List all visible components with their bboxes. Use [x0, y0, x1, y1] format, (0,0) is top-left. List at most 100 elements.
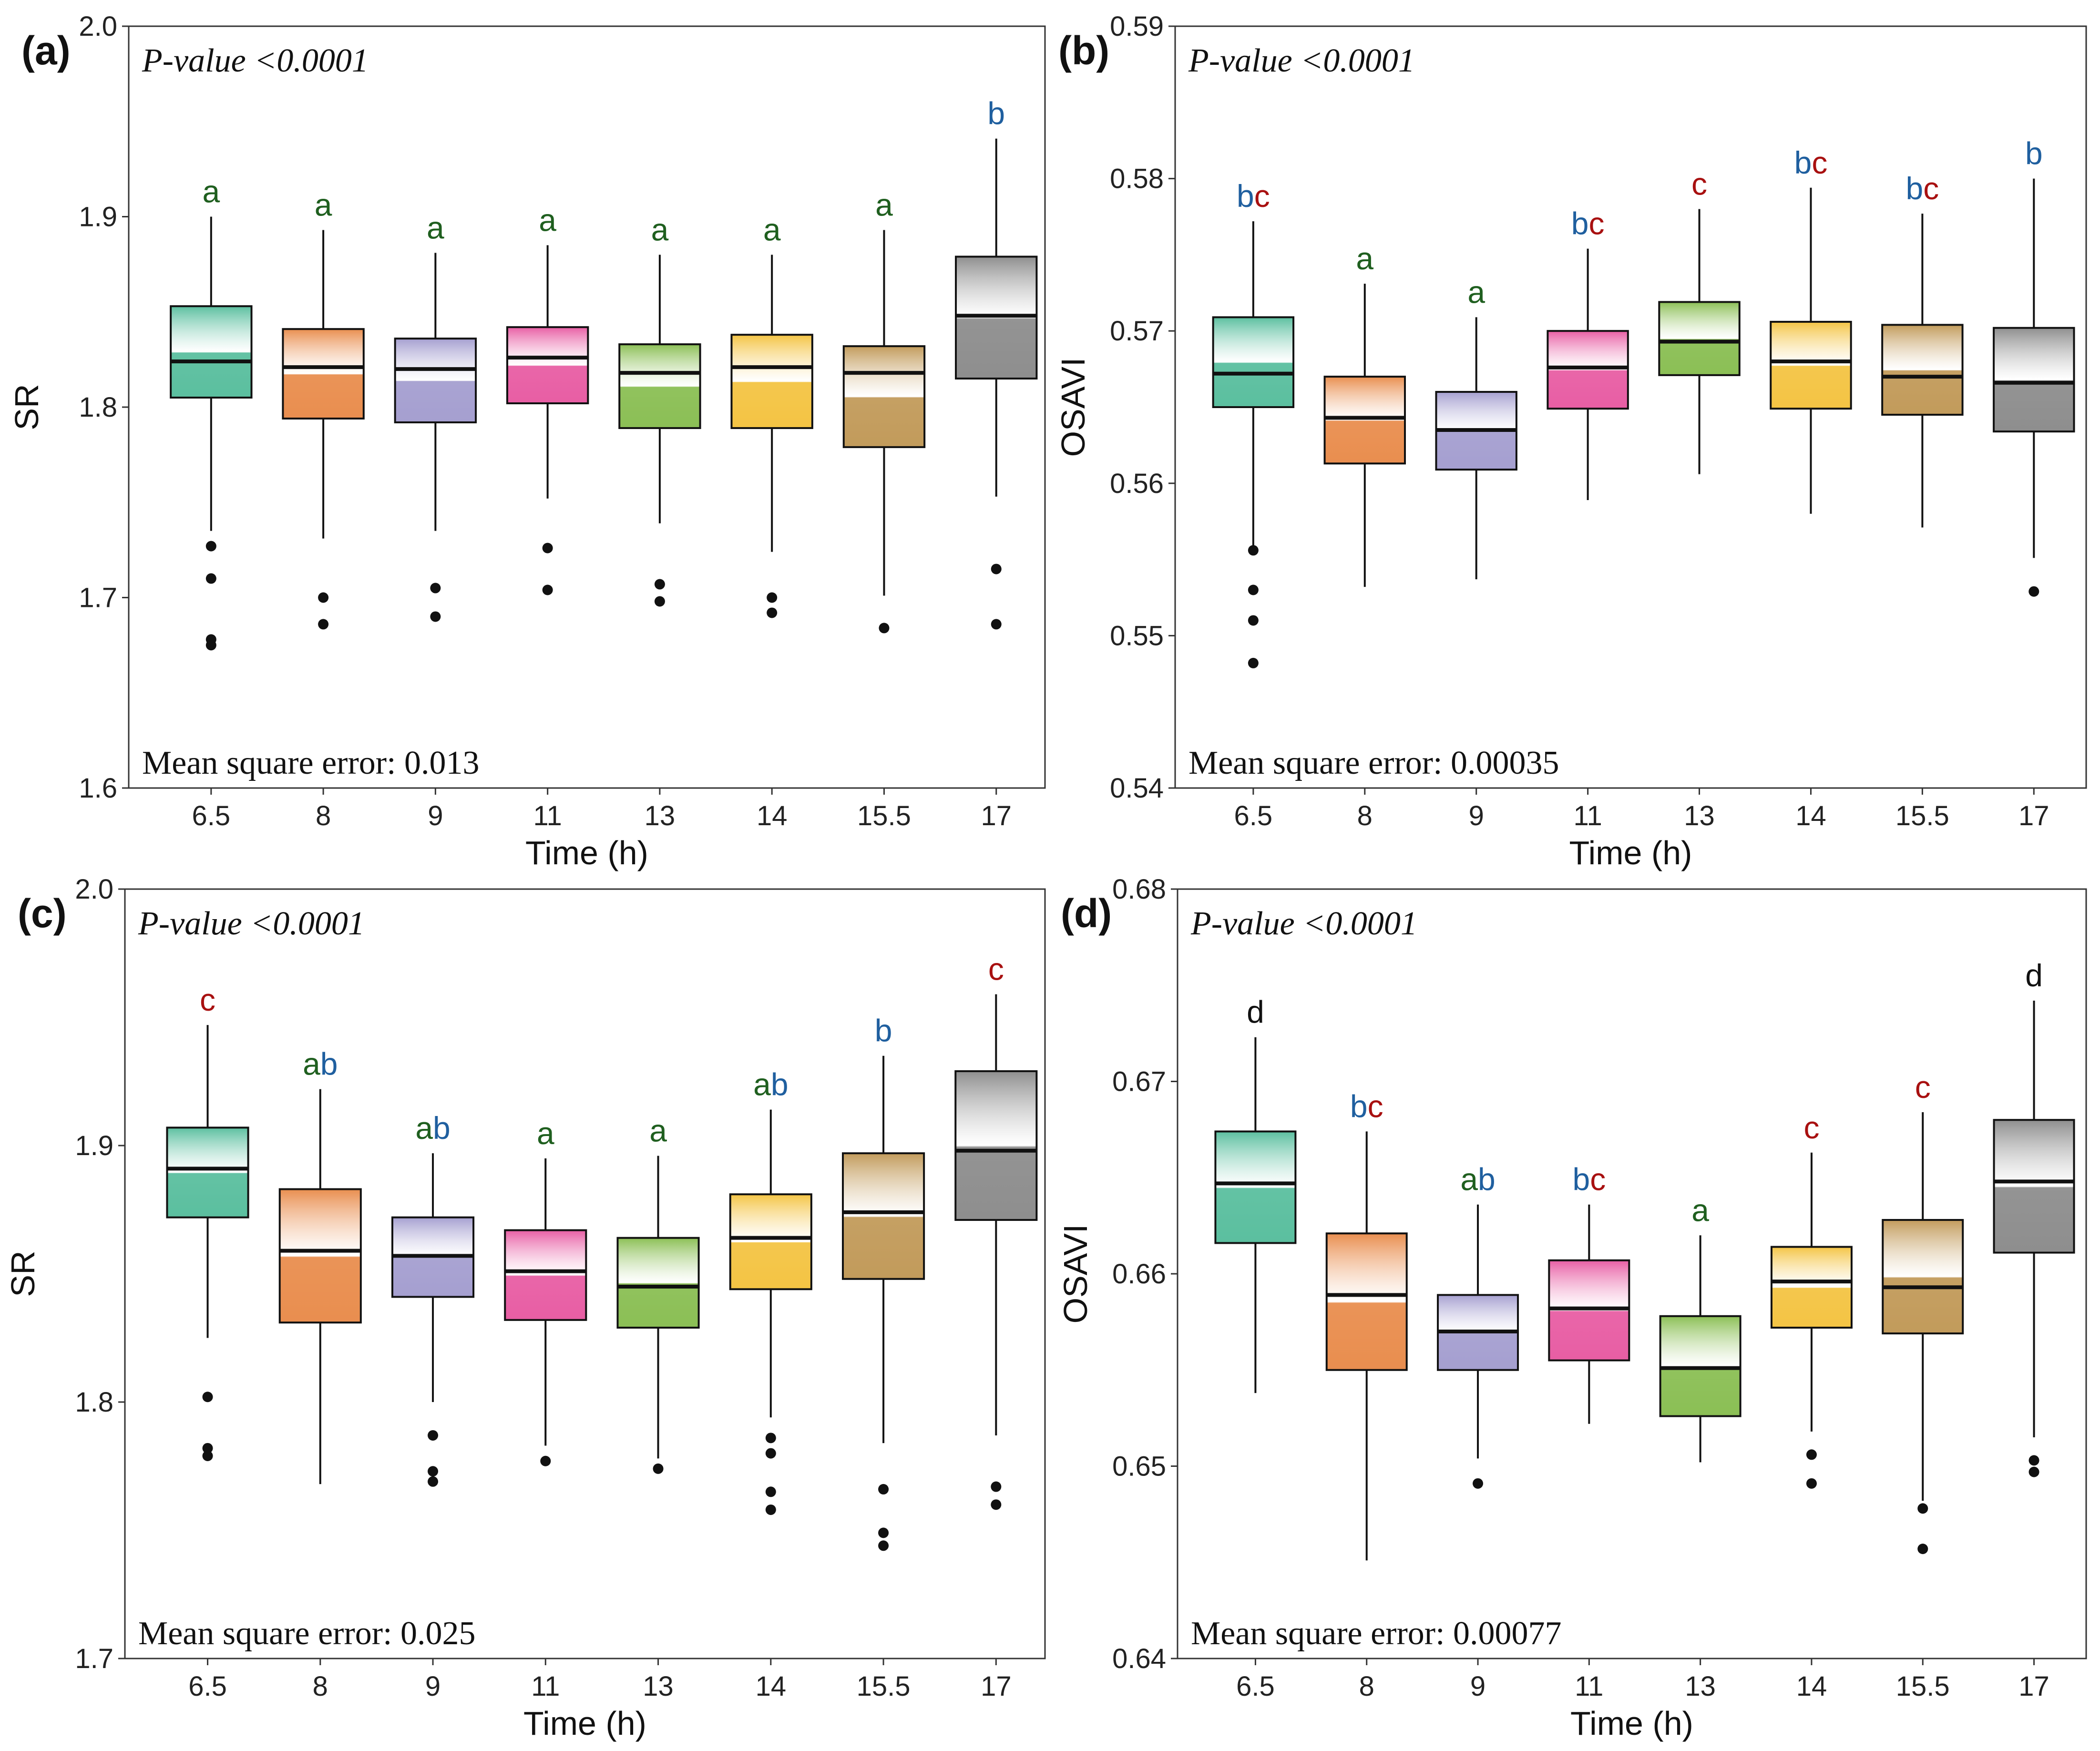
box-iqr [504, 1229, 587, 1321]
y-tick-label: 0.66 [1112, 1259, 1166, 1290]
box-group: d [1214, 994, 1297, 1393]
outlier-point [428, 1430, 439, 1441]
outlier-point [767, 607, 778, 618]
box-iqr [1993, 327, 2075, 433]
outlier-point [1248, 615, 1259, 626]
box-group: ab [391, 1110, 475, 1487]
outlier-point [430, 583, 441, 594]
outlier-point [202, 1450, 213, 1461]
box-group: a [1323, 241, 1406, 587]
outlier-point [540, 1455, 551, 1466]
outlier-point [205, 640, 216, 651]
outlier-point [991, 1499, 1002, 1510]
significance-letter-glyph: c [1254, 178, 1270, 214]
significance-letter-glyph: a [875, 187, 893, 222]
outlier-point [202, 1392, 213, 1403]
x-tick-label: 8 [316, 800, 331, 831]
x-tick-label: 17 [2018, 800, 2049, 831]
significance-letter-glyph: b [1237, 178, 1254, 214]
box-group: ab [729, 1067, 812, 1515]
significance-letter: bc [1571, 206, 1605, 241]
p-value-label: P-value <0.0001 [1188, 42, 1415, 79]
box-group: a [618, 212, 701, 607]
significance-letter-glyph: c [1590, 1162, 1606, 1197]
outlier-point [1917, 1503, 1928, 1514]
box-group: b [1993, 136, 2075, 597]
significance-letter: c [988, 952, 1004, 987]
x-tick-label: 9 [1470, 1671, 1485, 1702]
x-tick-label: 15.5 [1896, 1671, 1950, 1702]
significance-letter: bc [1350, 1088, 1383, 1124]
significance-letter-glyph: a [427, 210, 444, 245]
significance-letter: ab [415, 1110, 450, 1146]
x-tick-label: 11 [1574, 800, 1602, 831]
significance-letter-glyph: c [1812, 145, 1827, 180]
outlier-point [2028, 1466, 2039, 1477]
outlier-point [991, 1481, 1002, 1492]
significance-letter: a [315, 187, 332, 222]
y-axis-title: OSAVI [1055, 358, 1092, 457]
box-group: d [1993, 958, 2075, 1477]
x-tick-label: 9 [428, 800, 443, 831]
panel-a: 1.6 1.7 1.8 1.9 2.0 SR 6.5 8 9 11 13 14 15.5 17 Time (… [8, 11, 1046, 871]
p-value-label: P-value <0.0001 [138, 905, 365, 942]
outlier-point [428, 1466, 439, 1477]
box-group: b [955, 96, 1038, 630]
box-iqr [394, 338, 477, 423]
x-tick-label: 15.5 [857, 800, 911, 831]
significance-letter: a [649, 1113, 667, 1148]
box-group: ab [1437, 1162, 1519, 1489]
outlier-point [991, 563, 1002, 574]
significance-letter-glyph: a [202, 174, 220, 209]
box-iqr [1212, 316, 1295, 408]
box-iqr [616, 1237, 700, 1329]
box-iqr [1323, 376, 1406, 465]
box-iqr [1547, 330, 1629, 410]
x-tick-label: 14 [1795, 800, 1826, 831]
significance-letter-glyph: b [433, 1110, 451, 1146]
significance-letter-glyph: a [539, 202, 556, 237]
box-iqr [1659, 1315, 1741, 1417]
significance-letter: c [200, 982, 215, 1017]
x-axis-title: Time (h) [525, 834, 648, 871]
x-tick-label: 11 [531, 1671, 560, 1702]
significance-letter-glyph: a [1356, 241, 1373, 276]
box-iqr [170, 305, 253, 399]
y-tick-label: 1.9 [75, 1130, 113, 1161]
x-axis-title: Time (h) [1570, 1705, 1693, 1742]
y-tick-label: 1.9 [79, 202, 117, 233]
panel-label: (d) [1061, 891, 1112, 936]
x-tick-label: 9 [425, 1671, 440, 1702]
box-iqr [1214, 1130, 1297, 1244]
y-tick-label: 1.7 [75, 1643, 113, 1674]
box-iqr [954, 1070, 1038, 1221]
box-group: bc [1212, 178, 1295, 668]
outlier-point [878, 1527, 889, 1538]
significance-letter: a [651, 212, 669, 247]
x-tick-label: 6.5 [192, 800, 231, 831]
significance-letter-glyph: a [303, 1046, 320, 1082]
box-group: bc [1881, 171, 1964, 528]
x-tick-label: 17 [981, 800, 1012, 831]
outlier-point [318, 592, 329, 603]
significance-letter-glyph: a [753, 1067, 771, 1102]
significance-letter: a [427, 210, 444, 245]
mse-label: Mean square error: 0.00077 [1191, 1615, 1562, 1652]
y-tick-label: 0.54 [1110, 773, 1164, 804]
y-tick-label: 0.68 [1112, 874, 1166, 905]
significance-letter-glyph: d [1247, 994, 1264, 1030]
significance-letter: a [875, 187, 893, 222]
outlier-point [767, 592, 778, 603]
x-tick-label: 8 [313, 1671, 328, 1702]
x-tick-label: 13 [1684, 800, 1715, 831]
significance-letter: b [987, 96, 1005, 131]
box-group: a [1435, 274, 1517, 580]
significance-letter-glyph: c [200, 982, 215, 1017]
outlier-point [654, 579, 665, 590]
significance-letter-glyph: b [1794, 145, 1812, 180]
outlier-point [1806, 1478, 1817, 1489]
panel-c: 1.7 1.8 1.9 2.0 SR 6.5 8 9 11 13 14 15.5 17 Time (h) (… [4, 874, 1046, 1742]
panel-label: (c) [18, 891, 67, 936]
y-tick-label: 2.0 [79, 11, 117, 42]
significance-letter-glyph: c [1368, 1088, 1383, 1124]
